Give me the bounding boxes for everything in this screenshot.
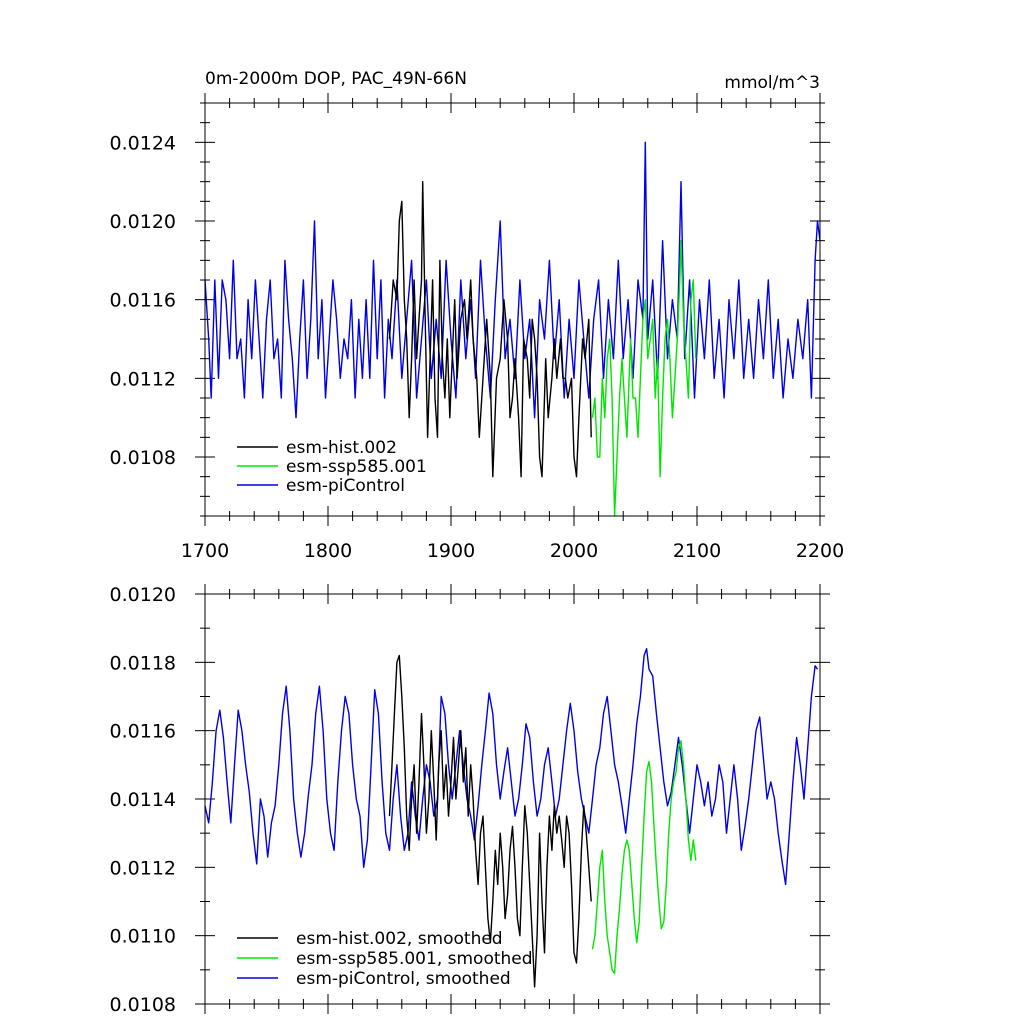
x-tick-label: 2000	[550, 540, 598, 562]
bottom-panel: 0.0108 0.0110 0.0112 0.0114 0.0116 0.011…	[110, 584, 830, 1016]
series-line-esm-hist	[388, 181, 592, 478]
x-tick-label: 1800	[304, 540, 352, 562]
y-tick-label: 0.0116	[110, 721, 176, 743]
y-tick-label: 0.0110	[110, 926, 176, 948]
y-tick-label: 0.0108	[110, 447, 176, 469]
top-panel-x-tick-labels: 1700 1800 1900 2000 2100 2200	[181, 540, 844, 562]
series-line-esm-hist-smoothed	[388, 654, 592, 988]
legend-label-esm-hist: esm-hist.002	[286, 438, 397, 458]
top-panel: 0m-2000m DOP, PAC_49N-66N mmol/m^3 0.010…	[110, 69, 845, 562]
y-tick-label: 0.0124	[110, 132, 176, 154]
top-panel-legend: esm-hist.002 esm-ssp585.001 esm-piContro…	[237, 438, 427, 496]
legend-label-esm-picontrol-smoothed: esm-piControl, smoothed	[296, 969, 511, 989]
top-panel-y-tick-labels: 0.0108 0.0112 0.0116 0.0120 0.0124	[110, 132, 176, 469]
top-panel-units: mmol/m^3	[724, 73, 820, 93]
y-tick-label: 0.0108	[110, 994, 176, 1016]
y-tick-label: 0.0116	[110, 290, 176, 312]
legend-label-esm-ssp585-smoothed: esm-ssp585.001, smoothed	[296, 949, 533, 969]
y-tick-label: 0.0112	[110, 368, 176, 390]
y-tick-label: 0.0114	[110, 789, 176, 811]
top-panel-frame	[204, 102, 821, 517]
series-line-esm-ssp585	[591, 240, 697, 517]
legend-label-esm-hist-smoothed: esm-hist.002, smoothed	[296, 929, 503, 949]
series-line-esm-ssp585-smoothed	[591, 740, 697, 974]
y-tick-label: 0.0120	[110, 584, 176, 606]
legend-label-esm-ssp585: esm-ssp585.001	[286, 457, 427, 477]
series-line-esm-picontrol-smoothed	[204, 648, 819, 886]
bottom-panel-y-tick-labels: 0.0108 0.0110 0.0112 0.0114 0.0116 0.011…	[110, 584, 176, 1016]
y-tick-label: 0.0112	[110, 857, 176, 879]
y-tick-label: 0.0120	[110, 211, 176, 233]
legend-label-esm-picontrol: esm-piControl	[286, 476, 405, 496]
top-panel-series	[204, 141, 821, 517]
series-line-esm-picontrol	[204, 141, 821, 419]
bottom-panel-frame	[204, 593, 821, 1005]
x-tick-label: 2200	[796, 540, 844, 562]
bottom-panel-series	[204, 648, 819, 988]
x-tick-label: 1900	[427, 540, 475, 562]
y-tick-label: 0.0118	[110, 652, 176, 674]
top-panel-ticks	[195, 93, 830, 526]
x-tick-label: 1700	[181, 540, 229, 562]
top-panel-title: 0m-2000m DOP, PAC_49N-66N	[205, 69, 467, 89]
x-tick-label: 2100	[673, 540, 721, 562]
bottom-panel-legend: esm-hist.002, smoothed esm-ssp585.001, s…	[237, 929, 533, 989]
